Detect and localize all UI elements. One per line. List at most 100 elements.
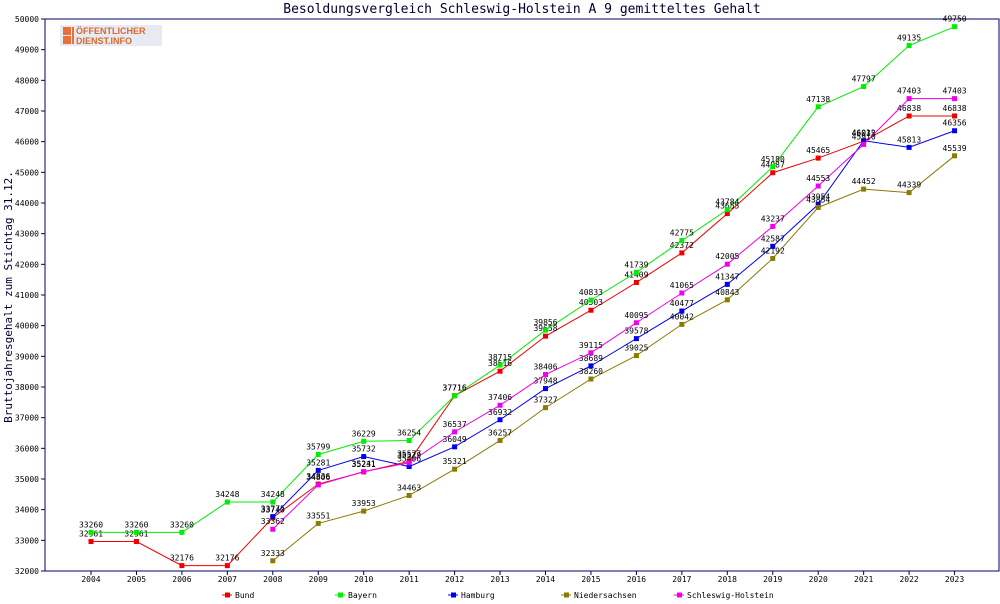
logo-icon: ÖFFENTLICHER DIENST.INFO (60, 25, 162, 46)
legend-swatch-hamburg (451, 592, 456, 598)
data-label-bund: 46838 (943, 104, 967, 113)
data-point-niedersachsen (679, 321, 685, 327)
data-point-bund (679, 250, 685, 256)
data-label-niedersachsen: 38260 (579, 367, 603, 376)
data-point-niedersachsen (315, 520, 321, 526)
data-point-schleswig-holstein (406, 460, 412, 466)
data-point-niedersachsen (270, 558, 276, 564)
legend-label-hamburg: Hamburg (461, 591, 495, 600)
data-label-hamburg: 40477 (670, 299, 694, 308)
data-point-schleswig-holstein (724, 261, 730, 267)
data-point-bund (543, 333, 548, 339)
data-label-bayern: 36229 (352, 429, 376, 438)
data-point-hamburg (633, 336, 639, 342)
data-point-schleswig-holstein (497, 402, 503, 408)
data-point-schleswig-holstein (361, 469, 367, 475)
data-point-bayern (361, 438, 367, 444)
data-label-niedersachsen: 44452 (852, 177, 876, 186)
data-point-hamburg (543, 386, 548, 392)
data-label-schleswig-holstein: 41065 (670, 281, 694, 290)
data-point-niedersachsen (497, 437, 503, 443)
data-label-bund: 46015 (852, 129, 876, 138)
data-label-hamburg: 46032 (852, 129, 876, 138)
y-tick-label: 41000 (15, 291, 39, 300)
series-line-niedersachsen (272, 155, 955, 562)
data-label-schleswig-holstein: 42005 (715, 252, 739, 261)
data-point-niedersachsen (452, 466, 458, 472)
data-label-niedersachsen: 45539 (943, 144, 967, 153)
data-point-bund (497, 368, 503, 374)
series-line-bund (91, 115, 955, 567)
data-point-bayern (770, 164, 776, 170)
legend-swatch-bayern (338, 592, 343, 598)
data-label-niedersachsen: 42192 (761, 246, 785, 255)
data-point-niedersachsen (543, 405, 548, 411)
data-point-niedersachsen (906, 190, 912, 196)
x-tick-label: 2016 (627, 575, 646, 584)
legend-swatch-schleswig-holstein (677, 592, 682, 598)
data-label-bund: 33740 (261, 506, 285, 515)
data-label-bund: 40503 (579, 298, 603, 307)
data-label-bayern: 49135 (897, 34, 921, 43)
data-label-bund: 35231 (352, 460, 376, 469)
data-point-schleswig-holstein (452, 429, 458, 435)
data-label-bund: 46838 (897, 104, 921, 113)
data-point-niedersachsen (633, 353, 639, 359)
data-point-schleswig-holstein (679, 290, 685, 296)
data-label-bund: 32176 (170, 554, 194, 563)
data-label-bayern: 43784 (715, 198, 739, 207)
data-label-schleswig-holstein: 35529 (397, 451, 421, 460)
data-label-hamburg: 35732 (352, 445, 376, 454)
data-point-bund (952, 113, 958, 119)
y-tick-label: 36000 (15, 444, 39, 453)
y-tick-label: 43000 (15, 230, 39, 239)
data-point-hamburg (361, 454, 367, 460)
y-tick-label: 35000 (15, 475, 39, 484)
data-label-bayern: 47797 (852, 75, 876, 84)
data-point-schleswig-holstein (770, 223, 776, 229)
data-point-bayern (815, 104, 821, 110)
data-point-bayern (588, 297, 594, 303)
data-point-niedersachsen (724, 297, 730, 303)
y-tick-label: 42000 (15, 260, 39, 269)
data-point-schleswig-holstein (952, 96, 958, 102)
x-tick-label: 2010 (354, 575, 373, 584)
data-label-hamburg: 41347 (715, 272, 739, 281)
data-point-bayern (270, 499, 276, 505)
data-point-hamburg (770, 243, 776, 249)
data-label-schleswig-holstein: 35241 (352, 460, 376, 469)
data-label-hamburg: 42587 (761, 234, 785, 243)
data-point-bayern (315, 451, 321, 457)
y-tick-label: 33000 (15, 536, 39, 545)
data-point-hamburg (406, 464, 412, 470)
data-label-niedersachsen: 35321 (443, 457, 467, 466)
data-label-hamburg: 35406 (397, 455, 421, 464)
data-point-niedersachsen (815, 204, 821, 210)
data-label-bayern: 42775 (670, 229, 694, 238)
data-point-schleswig-holstein (270, 526, 276, 532)
data-point-bund (179, 563, 185, 569)
x-tick-label: 2015 (581, 575, 600, 584)
data-label-bund: 32176 (215, 554, 239, 563)
data-point-bund (633, 279, 639, 285)
data-label-niedersachsen: 39025 (624, 344, 648, 353)
y-tick-label: 40000 (15, 322, 39, 331)
data-point-hamburg (952, 128, 958, 134)
data-label-schleswig-holstein: 37406 (488, 393, 512, 402)
data-point-niedersachsen (861, 186, 867, 192)
data-label-bayern: 34248 (261, 490, 285, 499)
data-label-schleswig-holstein: 38406 (533, 363, 557, 372)
data-label-hamburg: 37948 (533, 377, 557, 386)
series-line-schleswig-holstein (272, 98, 955, 530)
y-tick-label: 37000 (15, 414, 39, 423)
data-point-schleswig-holstein (906, 96, 912, 102)
data-point-schleswig-holstein (543, 372, 548, 378)
data-label-bund: 35577 (397, 449, 421, 458)
data-label-hamburg: 35281 (306, 458, 330, 467)
data-point-niedersachsen (361, 508, 367, 514)
data-label-schleswig-holstein: 47403 (943, 87, 967, 96)
data-label-bund: 43655 (715, 202, 739, 211)
data-point-hamburg (270, 514, 276, 520)
data-point-bund (724, 211, 730, 217)
